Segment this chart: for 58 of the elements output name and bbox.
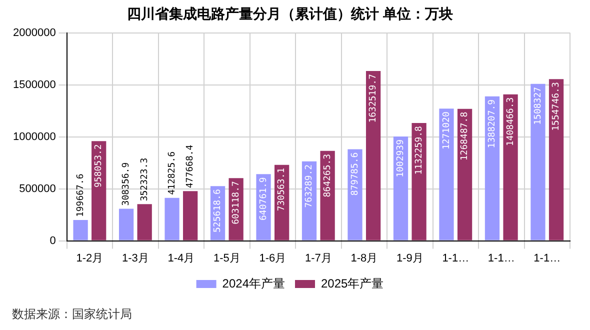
data-label: 1002939	[396, 139, 406, 178]
data-label: 477668.4	[186, 144, 196, 188]
data-label: 864265.3	[322, 154, 333, 198]
x-tick-label: 1-4月	[168, 252, 195, 264]
bar	[320, 150, 335, 240]
data-label: 1388207.9	[488, 99, 498, 148]
data-label: 352323.3	[140, 158, 150, 202]
bar	[73, 220, 88, 240]
data-label: 199667.6	[76, 174, 86, 218]
y-tick-label: 1500000	[12, 78, 56, 91]
bar	[530, 84, 546, 240]
data-label: 525618.6	[213, 189, 224, 232]
x-tick-label: 1-2月	[76, 252, 104, 264]
x-tick-label: 1-1…	[534, 252, 561, 264]
data-label: 603118.7	[231, 181, 242, 224]
y-tick-label: 2000000	[12, 26, 56, 39]
data-label: 412825.6	[167, 152, 178, 195]
bar	[348, 149, 362, 240]
x-tick-label: 1-8月	[350, 252, 378, 264]
data-label: 640761.9	[258, 177, 269, 221]
chart-title: 四川省集成电路产量分月（累计值）统计 单位：万块	[127, 5, 453, 22]
bar	[412, 123, 426, 240]
bar	[439, 108, 454, 240]
data-label: 1271020	[442, 112, 452, 150]
data-label: 730563.1	[277, 168, 288, 212]
bar	[393, 136, 408, 240]
y-tick-label: 500000	[19, 182, 56, 195]
legend-label: 2024年产量	[222, 276, 286, 290]
data-label: 1408466.3	[506, 97, 516, 146]
y-tick-label: 0	[50, 234, 56, 247]
x-tick-label: 1-5月	[213, 252, 240, 264]
bar	[457, 108, 472, 240]
x-tick-label: 1-6月	[259, 252, 286, 264]
source-note: 数据来源：国家统计局	[12, 306, 132, 323]
data-label: 1554746.3	[552, 82, 562, 131]
data-label: 308356.9	[122, 162, 132, 206]
x-tick-label: 1-1…	[442, 252, 470, 264]
x-tick-label: 1-3月	[122, 252, 149, 264]
bar	[137, 204, 152, 240]
bar	[118, 208, 134, 240]
data-label: 1268487.8	[460, 112, 470, 161]
legend-label: 2025年产量	[321, 276, 384, 290]
data-label: 879785.6	[350, 152, 360, 196]
x-tick-label: 1-7月	[304, 252, 332, 264]
data-label: 763289.2	[304, 164, 315, 208]
bar	[164, 198, 180, 240]
bar	[503, 94, 518, 240]
data-label: 1508327	[533, 86, 544, 125]
bar	[366, 71, 381, 240]
data-label: 1132259.8	[414, 126, 424, 175]
data-label: 958053.2	[94, 144, 104, 188]
data-label: 1632519.7	[368, 74, 379, 123]
bar	[484, 96, 500, 240]
x-tick-label: 1-9月	[396, 252, 424, 264]
x-tick-label: 1-1…	[488, 252, 515, 264]
bar	[183, 191, 198, 240]
bar	[548, 79, 564, 240]
y-tick-label: 1000000	[12, 130, 56, 143]
